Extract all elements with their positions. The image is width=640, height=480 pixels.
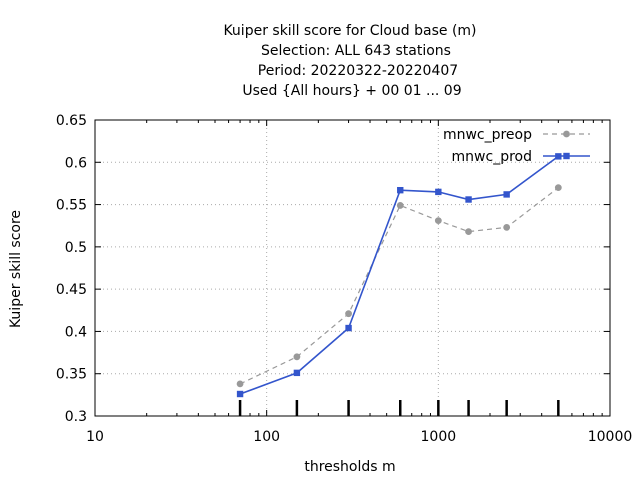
legend-swatch-marker <box>563 152 570 160</box>
data-point <box>293 369 301 377</box>
grid <box>95 120 610 416</box>
data-point <box>465 228 472 236</box>
threshold-marks <box>238 400 560 416</box>
y-tick-label: 0.5 <box>65 240 87 256</box>
chart-title-line: Used {All hours} + 00 01 ... 09 <box>242 83 461 99</box>
y-tick-label: 0.4 <box>65 324 87 340</box>
chart-title-line: Selection: ALL 643 stations <box>261 43 451 59</box>
data-point <box>434 217 442 225</box>
series-mnwc_prod <box>236 153 562 398</box>
data-point <box>345 310 352 318</box>
legend-item: mnwc_preop <box>443 127 590 143</box>
series-mnwc_preop <box>236 184 562 388</box>
legend-label: mnwc_prod <box>452 149 532 165</box>
series-line-mnwc_preop <box>239 187 559 385</box>
legend-swatch-marker <box>563 130 570 138</box>
y-tick-label: 0.65 <box>56 113 87 129</box>
y-tick-label: 0.6 <box>65 155 87 171</box>
y-axis-label: Kuiper skill score <box>8 210 24 328</box>
data-point <box>435 188 442 196</box>
y-tick-label: 0.3 <box>65 409 87 425</box>
y-tick-label: 0.45 <box>56 282 87 298</box>
x-tick-label: 10000 <box>588 429 633 445</box>
chart-title-line: Kuiper skill score for Cloud base (m) <box>223 23 476 39</box>
x-tick-label: 10 <box>86 429 104 445</box>
data-point <box>236 380 244 388</box>
x-axis-label: thresholds m <box>304 459 395 475</box>
data-point <box>396 202 404 209</box>
axes: 0.3 0.35 0.4 0.45 0.5 0.55 0.6 0.65 10 100 1000 100… <box>56 113 632 445</box>
data-point <box>503 191 510 198</box>
x-tick-label: 1000 <box>421 429 457 445</box>
legend-item: mnwc_prod <box>452 149 590 165</box>
data-point <box>554 184 562 192</box>
data-point <box>503 224 511 231</box>
data-point <box>397 186 404 194</box>
series-layer <box>236 153 562 398</box>
data-point <box>236 390 244 398</box>
legend-label: mnwc_preop <box>443 127 532 143</box>
chart-title: Kuiper skill score for Cloud base (m) Sel… <box>223 23 476 99</box>
data-point <box>345 324 352 332</box>
y-tick-label: 0.35 <box>56 367 87 383</box>
data-point <box>293 353 301 361</box>
series-line-mnwc_prod <box>239 155 559 395</box>
y-tick-label: 0.55 <box>56 198 87 214</box>
legend: mnwc_preop mnwc_prod <box>443 127 590 165</box>
data-point <box>465 196 472 203</box>
plot-frame <box>94 119 611 417</box>
x-tick-label: 100 <box>253 429 280 445</box>
chart-title-line: Period: 20220322-20220407 <box>258 63 458 79</box>
